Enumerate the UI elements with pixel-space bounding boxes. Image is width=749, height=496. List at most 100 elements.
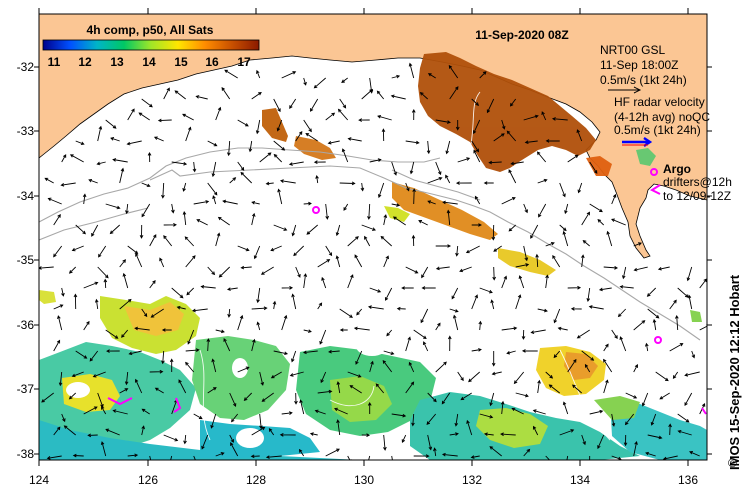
current-vector-icon (193, 200, 210, 205)
current-vector-icon (141, 425, 145, 436)
current-vector-icon (39, 266, 54, 270)
current-vector-icon (279, 179, 296, 184)
current-vector-icon (412, 188, 416, 205)
current-vector-icon (44, 177, 54, 184)
current-vector-icon (524, 140, 538, 145)
current-vector-icon (226, 287, 238, 291)
current-vector-icon (567, 358, 577, 373)
current-vector-icon (125, 203, 129, 215)
current-vector-icon (325, 448, 340, 457)
current-vector-icon (581, 434, 586, 446)
hf-radar-scale: 0.5m/s (1kt 24h) (614, 123, 701, 137)
current-vector-icon (489, 446, 502, 457)
current-vector-icon (171, 161, 188, 166)
current-vector-icon (538, 203, 547, 218)
current-vector-icon (281, 286, 294, 290)
current-vector-icon (523, 448, 531, 457)
current-vector-icon (339, 181, 356, 186)
current-vector-icon (570, 307, 582, 311)
current-vector-icon (268, 428, 275, 436)
current-vector-icon (377, 115, 392, 121)
current-vector-icon (298, 448, 305, 457)
current-vector-icon (207, 182, 218, 196)
current-vector-icon (147, 151, 152, 163)
current-vector-icon (369, 158, 382, 163)
current-vector-icon (479, 287, 493, 294)
current-vector-icon (339, 308, 353, 318)
current-vector-icon (321, 276, 327, 289)
current-vector-icon (256, 287, 261, 304)
current-vector-icon (336, 381, 341, 394)
current-vector-icon (315, 174, 319, 184)
current-vector-icon (237, 366, 250, 373)
current-vector-icon (83, 320, 90, 331)
hf-radar-window: (4-12h avg) noQC (614, 110, 710, 124)
current-vector-icon (465, 245, 480, 254)
current-vector-icon (150, 308, 164, 318)
current-vector-icon (193, 413, 203, 420)
current-vector-icon (229, 434, 234, 443)
current-vector-icon (185, 361, 195, 373)
current-vector-icon (686, 266, 693, 282)
current-vector-icon (493, 133, 505, 142)
current-vector-icon (489, 392, 495, 407)
current-vector-icon (521, 329, 526, 340)
current-vector-icon (559, 224, 567, 232)
current-vector-icon (237, 314, 244, 331)
current-vector-icon (564, 203, 569, 215)
current-vector-icon (474, 195, 481, 205)
current-vector-icon (354, 254, 363, 268)
current-vector-icon (347, 236, 359, 247)
current-vector-icon (184, 236, 195, 247)
current-vector-icon (339, 98, 347, 109)
current-vector-icon (435, 161, 442, 176)
current-vector-icon (251, 91, 262, 100)
model-scale: 0.5m/s (1kt 24h) (600, 73, 687, 87)
current-vector-icon (187, 329, 195, 345)
current-vector-icon (488, 160, 502, 165)
current-vector-icon (588, 305, 604, 310)
current-vector-icon (523, 203, 528, 214)
current-vector-icon (105, 119, 117, 129)
current-vector-icon (291, 350, 297, 363)
x-tick-label: 136 (678, 473, 698, 487)
current-vector-icon (545, 274, 549, 289)
current-vector-icon (141, 408, 150, 415)
current-vector-icon (611, 193, 617, 205)
current-vector-icon (195, 95, 208, 100)
current-vector-icon (401, 434, 407, 444)
current-vector-icon (619, 285, 634, 289)
current-vector-icon (452, 314, 459, 331)
current-vector-icon (466, 419, 473, 436)
current-vector-icon (589, 409, 604, 415)
current-vector-icon (501, 119, 506, 130)
current-vector-icon (154, 387, 164, 394)
current-vector-icon (305, 132, 318, 142)
current-vector-icon (619, 336, 627, 352)
current-vector-icon (273, 350, 289, 356)
current-vector-icon (500, 432, 516, 437)
current-vector-icon (325, 203, 330, 220)
current-vector-icon (105, 203, 121, 210)
current-vector-icon (483, 181, 494, 185)
current-vector-icon (163, 223, 177, 227)
current-vector-icon (201, 434, 209, 450)
map-title: 11-Sep-2020 08Z (475, 28, 568, 42)
current-vector-icon (470, 455, 480, 459)
hf-radar-title: HF radar velocity (614, 95, 705, 109)
current-vector-icon (442, 200, 458, 205)
current-vector-icon (182, 113, 194, 121)
current-vector-icon (633, 320, 646, 331)
current-vector-icon (61, 287, 65, 297)
current-vector-icon (368, 455, 371, 460)
colorbar-title: 4h comp, p50, All Sats (87, 23, 214, 37)
current-vector-icon (501, 326, 518, 331)
current-vector-icon (273, 140, 286, 151)
current-vector-icon (501, 275, 508, 289)
current-vector-icon (691, 350, 696, 359)
current-vector-icon (341, 148, 349, 163)
current-vector-icon (119, 259, 126, 268)
y-tick-label: -38 (17, 447, 35, 461)
current-vector-icon (281, 411, 293, 415)
current-vector-icon (513, 371, 525, 385)
